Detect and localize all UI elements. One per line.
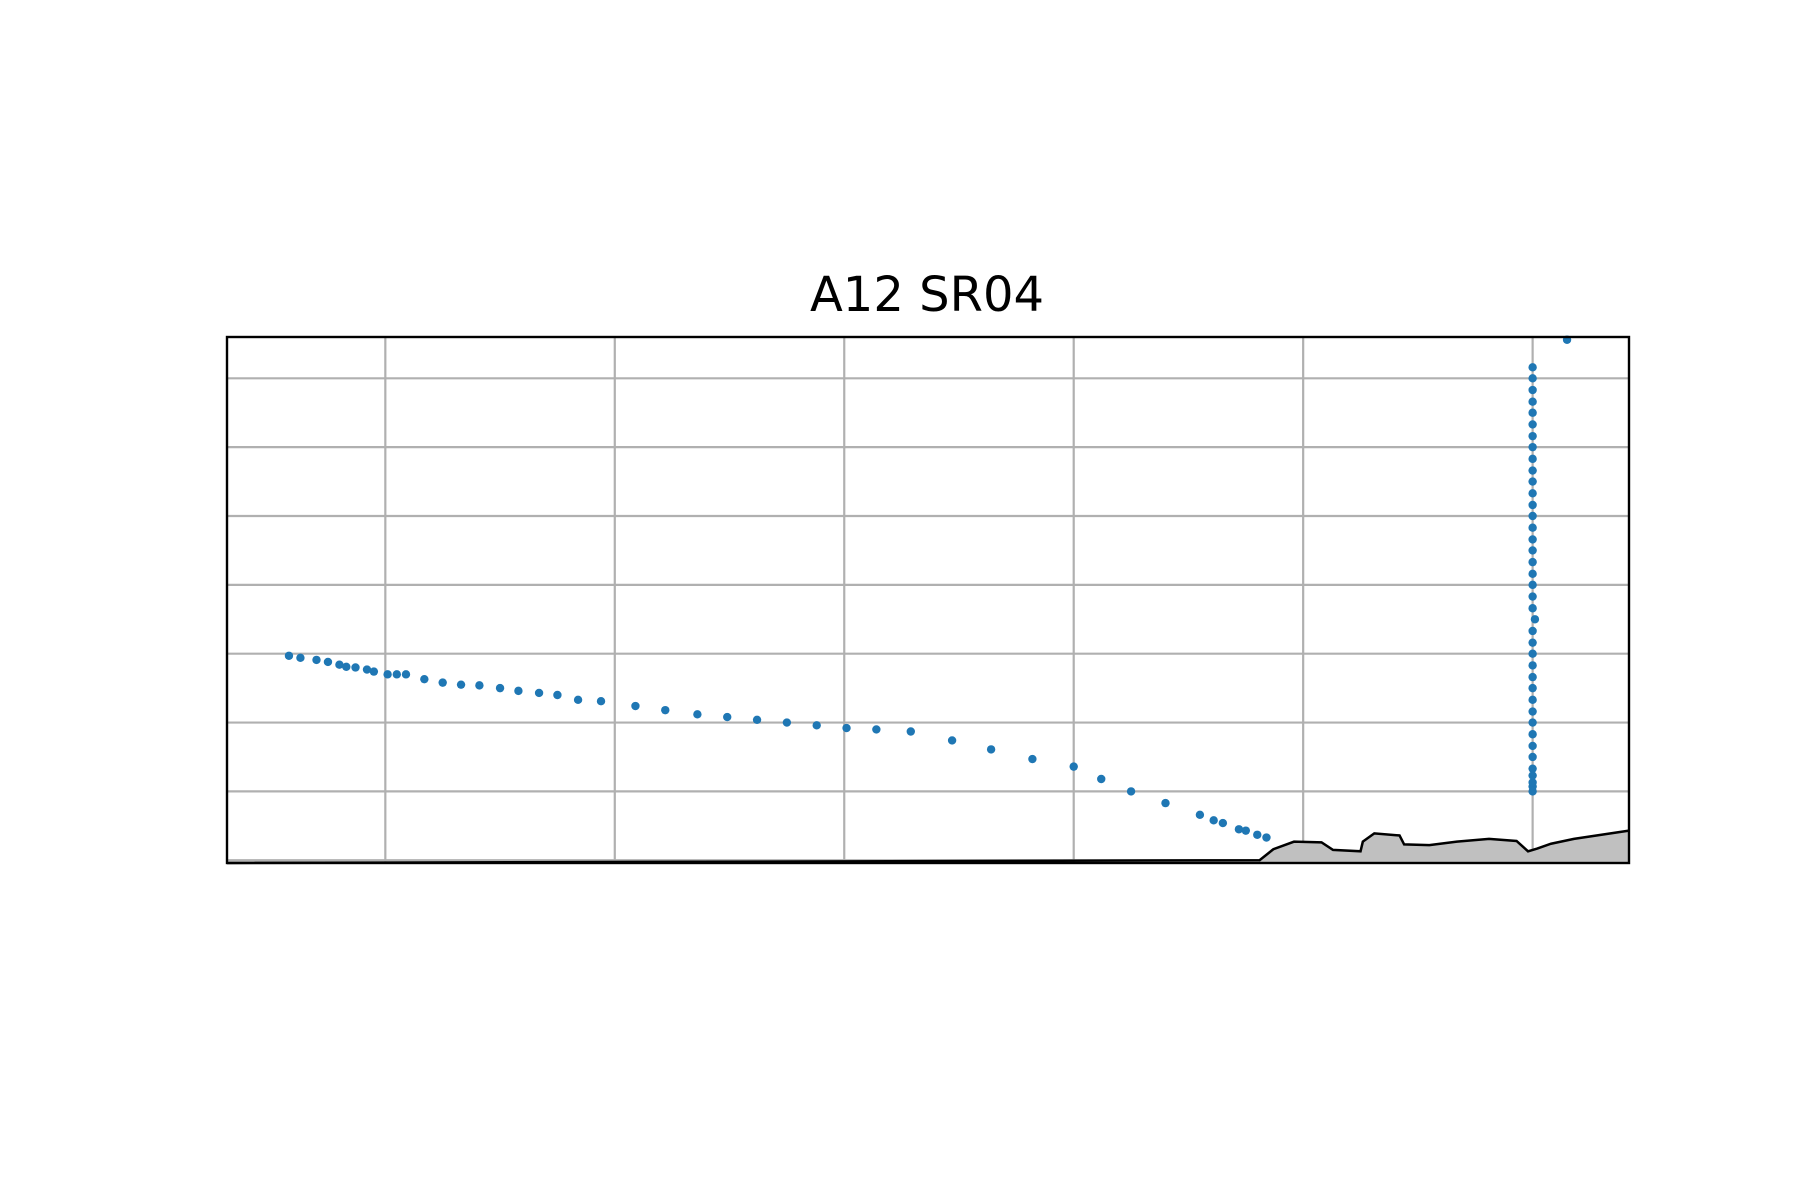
data-point: [514, 686, 523, 696]
data-point: [752, 715, 762, 724]
data-point: [812, 721, 821, 730]
data-point: [369, 667, 379, 676]
data-point: [1528, 718, 1537, 727]
data-point: [1528, 477, 1537, 486]
plot-area: [225, 335, 1631, 865]
data-point: [1528, 397, 1537, 406]
data-point: [1528, 500, 1537, 510]
terrain-outline: [226, 829, 1630, 865]
terrain-area: [226, 829, 1630, 865]
data-point: [1528, 771, 1537, 780]
data-point: [1528, 363, 1537, 372]
data-point: [1253, 830, 1262, 839]
data-point: [1528, 431, 1537, 441]
data-point: [1028, 754, 1037, 764]
data-point: [1069, 762, 1078, 771]
data-point: [842, 723, 851, 733]
data-points: [284, 335, 1572, 842]
data-point: [296, 653, 305, 663]
data-point: [1234, 825, 1244, 834]
data-point: [1528, 466, 1537, 475]
terrain-fill: [1259, 830, 1629, 863]
data-point: [1262, 833, 1271, 842]
data-point: [631, 701, 640, 711]
data-point: [1528, 626, 1537, 636]
grid: [227, 337, 1629, 863]
data-point: [401, 670, 411, 679]
data-point: [1528, 408, 1537, 417]
data-point: [1528, 546, 1537, 555]
data-point: [1528, 672, 1537, 682]
data-point: [1528, 442, 1537, 452]
data-point: [1528, 454, 1537, 464]
data-point: [1528, 764, 1537, 773]
data-point: [1528, 580, 1537, 590]
data-point: [312, 655, 321, 665]
data-point: [1528, 385, 1537, 395]
data-point: [1528, 511, 1537, 521]
data-point: [438, 678, 447, 687]
data-point: [1209, 816, 1218, 825]
data-point: [1528, 707, 1537, 716]
data-point: [1528, 535, 1537, 544]
data-point: [1126, 787, 1136, 796]
data-point: [1530, 615, 1540, 624]
data-point: [342, 662, 351, 671]
data-point: [1528, 752, 1537, 762]
data-point: [1161, 798, 1170, 808]
data-point: [392, 670, 402, 679]
data-point: [1218, 818, 1228, 828]
data-point: [1097, 774, 1106, 784]
data-point: [1528, 374, 1537, 383]
data-point: [1528, 569, 1537, 579]
data-point: [1528, 489, 1537, 498]
data-point: [1528, 730, 1537, 739]
data-point: [284, 651, 294, 660]
data-point: [782, 718, 792, 727]
data-point: [362, 665, 372, 674]
data-point: [1241, 826, 1251, 835]
data-point: [1528, 778, 1537, 787]
data-point: [1528, 420, 1537, 429]
plot-frame: [225, 335, 1631, 865]
data-point: [1528, 557, 1537, 567]
data-point: [1528, 683, 1537, 693]
data-point: [573, 695, 583, 705]
data-point: [383, 670, 392, 679]
data-point: [1528, 661, 1537, 670]
data-point: [1528, 638, 1537, 647]
data-point: [1528, 523, 1537, 532]
data-point: [456, 680, 466, 689]
data-point: [661, 705, 670, 715]
data-point: [420, 674, 429, 684]
data-point: [351, 663, 360, 672]
data-point: [1528, 695, 1537, 705]
data-point: [1528, 604, 1537, 613]
data-point: [1528, 592, 1537, 601]
data-point: [986, 745, 996, 754]
data-point: [596, 697, 606, 706]
data-point: [693, 710, 702, 719]
data-point: [872, 725, 881, 734]
data-point: [947, 736, 957, 745]
data-point: [335, 660, 344, 669]
data-point: [906, 727, 915, 736]
data-point: [723, 712, 732, 722]
data-point: [553, 690, 562, 700]
data-point: [1195, 810, 1205, 820]
data-point: [475, 681, 484, 690]
data-point: [323, 657, 333, 667]
chart-title: A12 SR04: [810, 267, 1044, 323]
data-point: [1528, 649, 1537, 658]
data-point: [534, 688, 544, 698]
data-point: [495, 683, 505, 693]
data-point: [1528, 741, 1537, 751]
